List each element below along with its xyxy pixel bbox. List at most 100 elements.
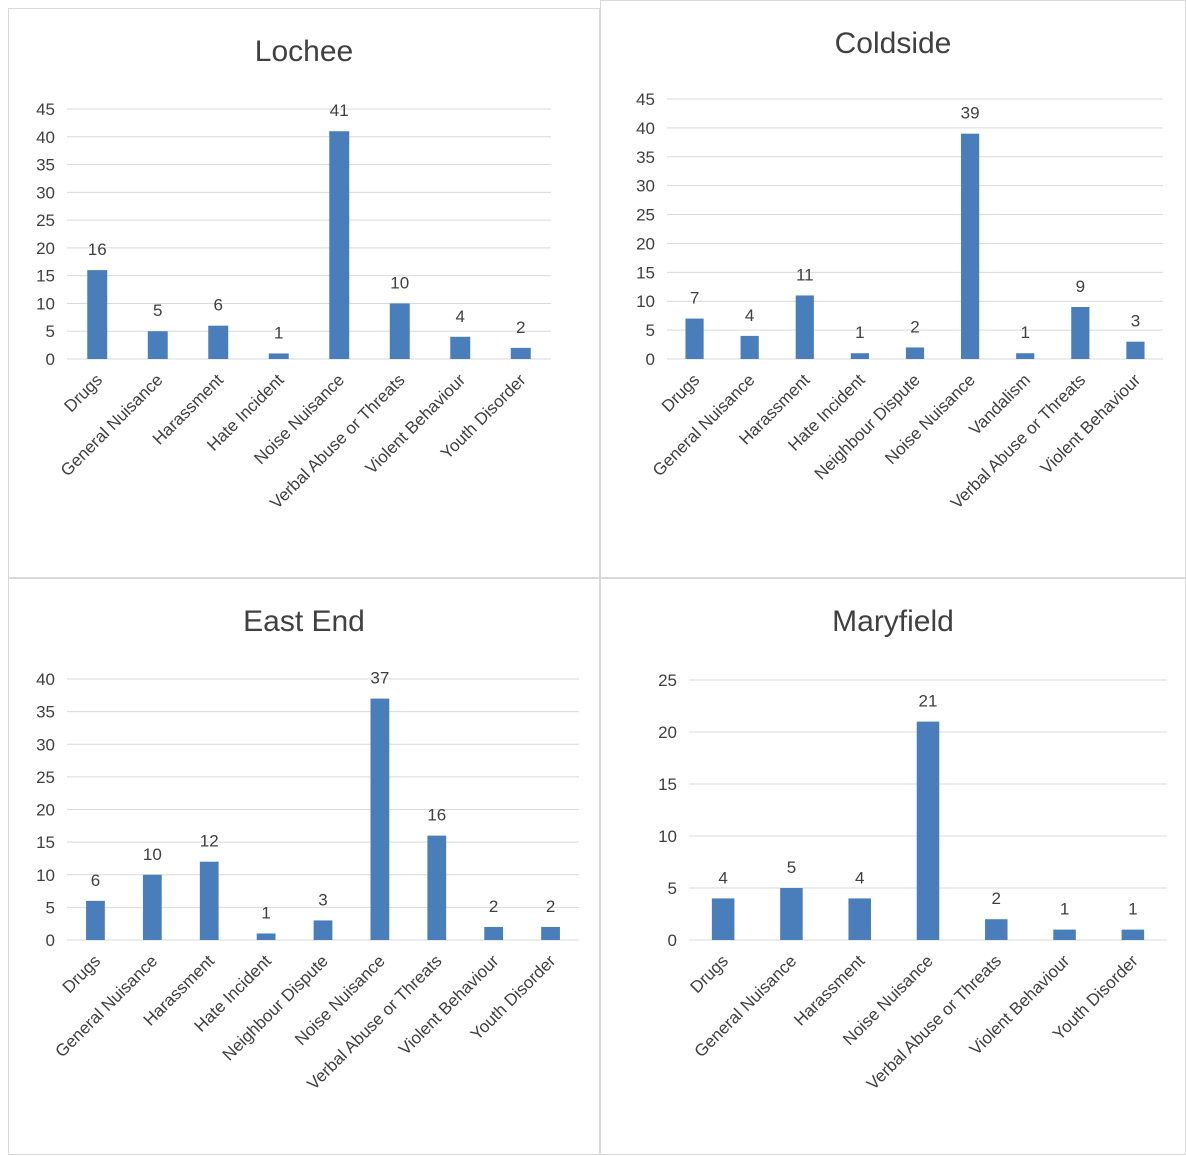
- y-tick-label: 15: [36, 267, 55, 286]
- x-tick-label: General Nuisance: [57, 370, 167, 480]
- chart-title: Lochee: [254, 35, 354, 68]
- bar: [850, 353, 869, 359]
- x-tick-label: Drugs: [61, 370, 107, 416]
- bar: [541, 926, 560, 940]
- y-tick-label: 10: [636, 292, 655, 311]
- bar: [427, 835, 447, 940]
- chart-title: Maryfield: [832, 605, 954, 638]
- bar: [370, 698, 390, 940]
- y-tick-label: 30: [36, 735, 55, 754]
- bar: [450, 336, 471, 359]
- y-tick-label: 10: [658, 827, 677, 846]
- y-tick-label: 35: [36, 703, 55, 722]
- bar: [510, 347, 531, 359]
- x-tick-label: Violent Behaviour: [1037, 370, 1145, 478]
- x-tick-label: Violent Behaviour: [395, 951, 503, 1059]
- y-tick-label: 35: [36, 156, 55, 175]
- y-tick-label: 20: [636, 234, 655, 253]
- bar: [685, 318, 704, 359]
- bar: [961, 133, 980, 359]
- x-tick-label: General Nuisance: [52, 951, 162, 1061]
- x-tick-label: Verbal Abuse or Threats: [863, 951, 1005, 1093]
- y-tick-label: 0: [46, 931, 55, 950]
- y-tick-label: 40: [636, 119, 655, 138]
- chart-svg-coldside: 0 5 10 15 20 25 30 35 40 45 7 Drugs 4 General Nuisanc…: [636, 90, 1163, 513]
- bar: [711, 898, 735, 940]
- data-label: 12: [200, 832, 219, 851]
- bar: [916, 721, 940, 940]
- y-tick-label: 10: [36, 294, 55, 313]
- chart-panel-maryfield: Maryfield 0 5 10 15 20 25 4 Drugs 5 General Nuisa…: [600, 578, 1186, 1155]
- bar: [1126, 341, 1145, 359]
- data-label: 2: [489, 897, 498, 916]
- bar: [142, 874, 162, 940]
- y-tick-label: 25: [636, 206, 655, 225]
- data-label: 6: [91, 871, 100, 890]
- y-tick-label: 10: [36, 866, 55, 885]
- bar: [199, 861, 219, 940]
- data-label: 1: [274, 323, 283, 342]
- data-label: 16: [88, 240, 107, 259]
- y-tick-label: 5: [668, 879, 677, 898]
- y-tick-label: 5: [46, 322, 55, 341]
- data-label: 1: [1060, 900, 1069, 919]
- bar: [147, 331, 168, 359]
- bar: [329, 131, 350, 359]
- y-tick-label: 25: [36, 768, 55, 787]
- x-tick-label: Drugs: [658, 370, 704, 416]
- data-label: 37: [370, 669, 389, 688]
- y-tick-label: 15: [658, 775, 677, 794]
- data-label: 41: [330, 101, 349, 120]
- y-tick-label: 45: [636, 90, 655, 109]
- bar: [1071, 307, 1090, 359]
- data-label: 3: [318, 890, 327, 909]
- y-tick-label: 20: [658, 723, 677, 742]
- x-tick-label: Neighbour Dispute: [811, 370, 924, 483]
- bar: [848, 898, 871, 940]
- chart-panel-lochee: Lochee 0 5 10 15 20 25 30 35 40 45 16 Drugs 5 General…: [8, 8, 600, 578]
- data-label: 21: [919, 692, 938, 711]
- data-label: 16: [427, 806, 446, 825]
- y-tick-label: 45: [36, 100, 55, 119]
- data-label: 10: [390, 273, 409, 292]
- bar: [740, 335, 759, 359]
- y-tick-label: 40: [36, 670, 55, 689]
- y-tick-label: 5: [46, 898, 55, 917]
- y-tick-label: 35: [636, 148, 655, 167]
- data-label: 7: [690, 289, 699, 308]
- data-label: 5: [153, 301, 162, 320]
- y-tick-label: 15: [36, 833, 55, 852]
- data-label: 10: [143, 845, 162, 864]
- data-label: 6: [214, 296, 223, 315]
- data-label: 5: [787, 858, 796, 877]
- y-tick-label: 30: [36, 183, 55, 202]
- bar: [313, 920, 333, 940]
- x-tick-label: Drugs: [686, 951, 732, 997]
- chart-svg-east-end: 0 5 10 15 20 25 30 35 40 6 Drugs 10 General Nuisance…: [36, 669, 579, 1094]
- bar: [1053, 929, 1076, 940]
- bar: [208, 325, 229, 359]
- bar: [795, 295, 814, 359]
- bar: [484, 926, 504, 940]
- data-label: 2: [910, 317, 919, 336]
- y-tick-label: 20: [36, 801, 55, 820]
- bar: [1121, 929, 1145, 940]
- chart-panel-coldside: Coldside 0 5 10 15 20 25 30 35 40 45 7 Drugs 4 Genera…: [600, 0, 1186, 578]
- data-label: 39: [961, 104, 980, 123]
- bar: [268, 353, 289, 359]
- y-tick-label: 0: [646, 350, 655, 369]
- data-label: 1: [261, 903, 270, 922]
- data-label: 1: [1020, 323, 1029, 342]
- chart-title: Coldside: [834, 27, 952, 60]
- y-tick-label: 30: [636, 177, 655, 196]
- data-label: 11: [796, 265, 814, 284]
- bar: [780, 888, 803, 940]
- bar: [1016, 353, 1035, 359]
- y-tick-label: 40: [36, 128, 55, 147]
- y-tick-label: 25: [658, 671, 677, 690]
- data-label: 4: [718, 868, 727, 887]
- data-label: 4: [745, 306, 754, 325]
- bar: [87, 270, 108, 359]
- data-label: 4: [456, 307, 465, 326]
